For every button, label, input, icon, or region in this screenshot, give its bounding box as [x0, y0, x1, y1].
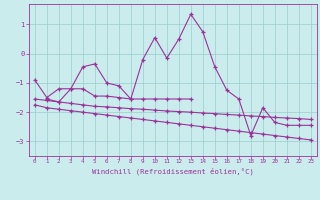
X-axis label: Windchill (Refroidissement éolien,°C): Windchill (Refroidissement éolien,°C)	[92, 167, 254, 175]
